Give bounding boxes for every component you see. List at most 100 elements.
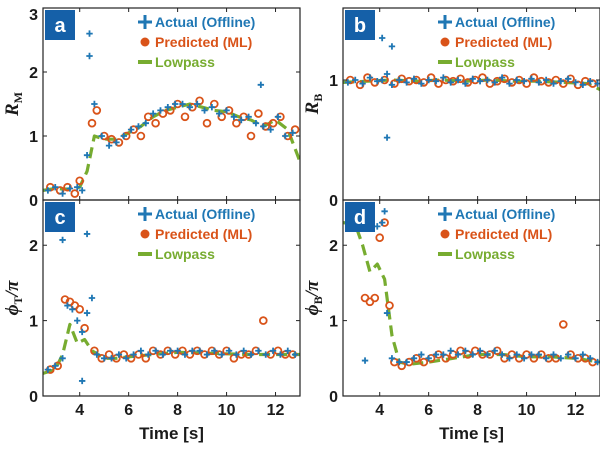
- actual-point: [83, 230, 91, 238]
- actual-point: [520, 78, 528, 85]
- series-lowpass-line: [343, 221, 600, 366]
- actual-point: [564, 75, 572, 82]
- actual-point: [476, 347, 484, 354]
- actual-point: [181, 351, 189, 358]
- legend: Actual (Offline) Predicted (ML) Lowpass: [138, 14, 255, 70]
- predicted-point: [258, 316, 268, 325]
- legend-predicted-marker: [140, 229, 150, 239]
- y-tick-label: 1: [29, 129, 38, 146]
- predicted-point: [75, 176, 84, 186]
- x-tick-label: 12: [267, 402, 285, 419]
- actual-point: [366, 74, 374, 81]
- actual-point: [189, 347, 196, 354]
- y-tick-label: 2: [329, 238, 338, 255]
- legend-predicted-marker: [440, 229, 450, 239]
- actual-point: [69, 306, 76, 313]
- actual-point: [476, 78, 484, 85]
- actual-point: [587, 78, 594, 85]
- actual-point: [498, 74, 506, 81]
- actual-point: [267, 126, 274, 133]
- actual-point: [120, 132, 127, 140]
- legend: Actual (Offline) Predicted (ML) Lowpass: [438, 206, 555, 262]
- actual-point: [289, 129, 296, 136]
- predicted-point: [232, 118, 241, 128]
- plot-area: [43, 30, 300, 198]
- actual-point: [233, 351, 240, 358]
- y-tick-label: 3: [29, 7, 38, 24]
- predicted-point: [419, 357, 429, 367]
- actual-point: [374, 223, 381, 230]
- predicted-point: [87, 118, 97, 128]
- actual-point: [498, 351, 506, 358]
- legend-actual-marker: [438, 15, 452, 29]
- actual-point: [159, 351, 167, 358]
- actual-point: [135, 123, 142, 130]
- actual-point: [454, 351, 462, 358]
- actual-point: [579, 81, 587, 88]
- y-tick-label: 0: [329, 389, 338, 406]
- actual-point: [513, 76, 520, 84]
- x-tick-label: 4: [75, 402, 84, 419]
- panel-a: 0 1 2 3 RM a Actual (Offline) Predicted (ML) Low…: [2, 7, 301, 210]
- predicted-point: [143, 112, 153, 122]
- actual-point: [491, 347, 498, 354]
- actual-point: [115, 351, 123, 358]
- actual-point: [127, 126, 135, 133]
- actual-point: [105, 142, 113, 149]
- actual-point: [352, 76, 359, 84]
- actual-point: [440, 74, 447, 81]
- actual-point: [388, 43, 396, 50]
- x-axis-label: Time [s]: [139, 424, 204, 443]
- predicted-point: [426, 73, 436, 82]
- legend-predicted-marker: [440, 37, 450, 47]
- x-tick-label: 12: [567, 402, 585, 419]
- predicted-point: [246, 131, 256, 141]
- actual-point: [550, 351, 557, 358]
- actual-point: [535, 79, 543, 86]
- predicted-point: [390, 79, 399, 88]
- predicted-point: [202, 118, 212, 128]
- predicted-point: [463, 78, 473, 87]
- y-axis-label: ϕB/π: [302, 280, 325, 315]
- actual-point: [142, 120, 149, 127]
- predicted-point: [434, 79, 443, 88]
- actual-point: [230, 113, 238, 120]
- predicted-point: [507, 78, 517, 87]
- actual-point: [361, 357, 369, 364]
- legend-predicted-label: Predicted (ML): [455, 34, 552, 50]
- actual-point: [403, 79, 410, 86]
- actual-point: [196, 347, 203, 354]
- predicted-point: [107, 134, 116, 144]
- actual-point: [587, 355, 594, 362]
- actual-point: [78, 187, 86, 194]
- actual-point: [557, 355, 565, 362]
- legend-lowpass-label: Lowpass: [155, 246, 215, 262]
- predicted-point: [268, 118, 278, 128]
- actual-point: [378, 34, 386, 42]
- actual-point: [469, 75, 476, 82]
- y-tick-label: 0: [329, 193, 338, 210]
- x-tick-label: 10: [518, 402, 536, 419]
- actual-point: [274, 113, 282, 120]
- actual-point: [425, 76, 432, 84]
- actual-point: [257, 81, 265, 88]
- actual-point: [396, 358, 403, 366]
- actual-point: [528, 75, 535, 82]
- predicted-point: [522, 79, 531, 88]
- actual-point: [432, 78, 440, 85]
- predicted-point: [151, 118, 160, 128]
- actual-point: [425, 355, 432, 362]
- predicted-point: [75, 304, 84, 314]
- actual-point: [564, 351, 572, 358]
- legend-actual-label: Actual (Offline): [155, 14, 255, 30]
- legend-actual-marker: [438, 207, 452, 221]
- y-tick-label: 1: [29, 314, 38, 331]
- actual-point: [542, 76, 550, 84]
- y-axis-label: RB: [302, 94, 325, 116]
- actual-point: [260, 123, 267, 130]
- actual-point: [491, 79, 498, 86]
- actual-point: [74, 317, 81, 324]
